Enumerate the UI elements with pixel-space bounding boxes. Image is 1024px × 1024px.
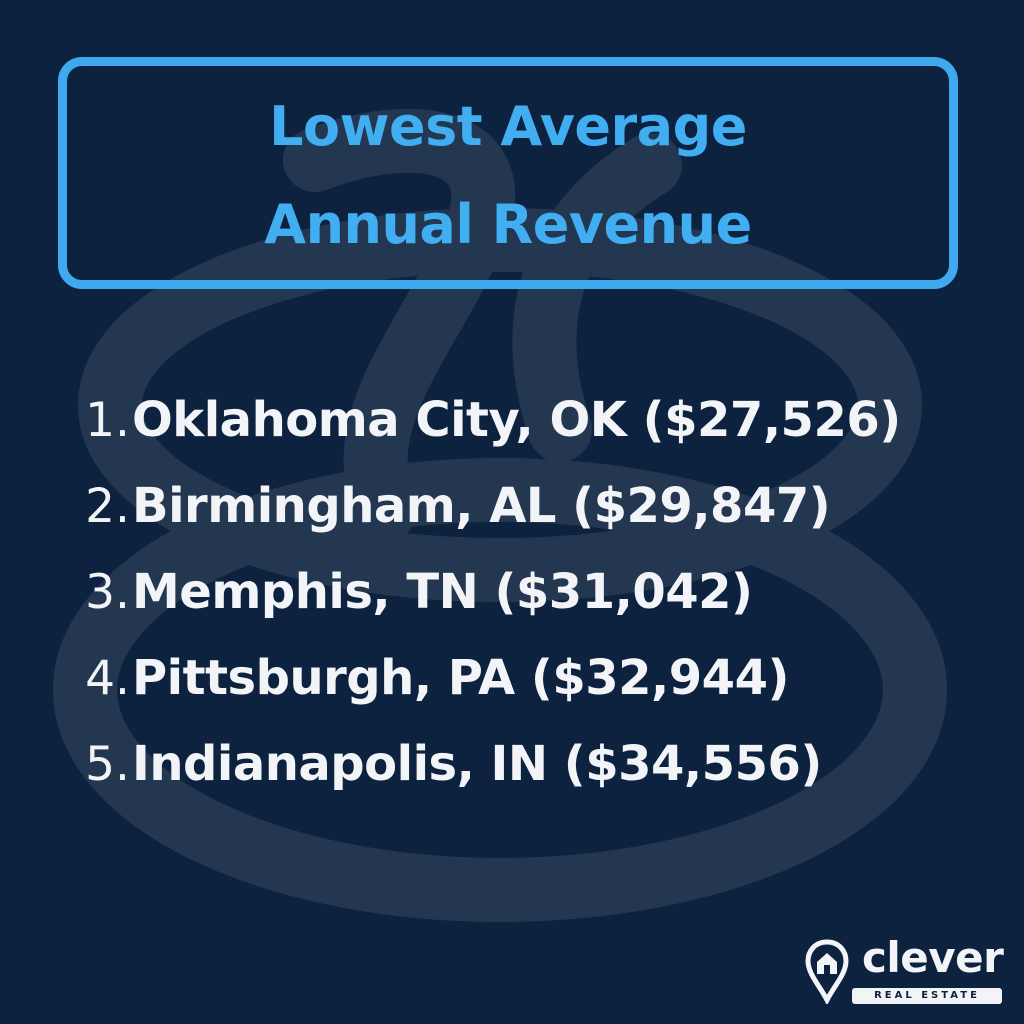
list-item: 2. Birmingham, AL ($29,847)	[70, 478, 1010, 564]
rank-number: 2.	[85, 479, 130, 534]
title-box: Lowest Average Annual Revenue	[58, 57, 958, 289]
logo-subtitle: REAL ESTATE	[852, 988, 1002, 1004]
rank-number: 3.	[85, 565, 130, 620]
city-revenue-text: Oklahoma City, OK ($27,526)	[132, 392, 901, 448]
ranked-city-list: 1. Oklahoma City, OK ($27,526) 2. Birmin…	[70, 392, 1010, 822]
title-line-2: Annual Revenue	[264, 193, 752, 256]
rank-number: 1.	[85, 393, 130, 448]
list-item: 3. Memphis, TN ($31,042)	[70, 564, 1010, 650]
city-revenue-text: Birmingham, AL ($29,847)	[132, 478, 831, 534]
list-item: 4. Pittsburgh, PA ($32,944)	[70, 650, 1010, 736]
city-revenue-text: Pittsburgh, PA ($32,944)	[132, 650, 789, 706]
clever-logo: clever REAL ESTATE	[804, 930, 1008, 1010]
city-revenue-text: Memphis, TN ($31,042)	[132, 564, 753, 620]
rank-number: 5.	[85, 737, 130, 792]
title-line-1: Lowest Average	[269, 95, 747, 158]
logo-wordmark: clever	[862, 933, 1004, 982]
location-pin-house-icon	[805, 939, 849, 1004]
city-revenue-text: Indianapolis, IN ($34,556)	[132, 736, 822, 792]
page-title: Lowest Average Annual Revenue	[264, 78, 752, 274]
list-item: 1. Oklahoma City, OK ($27,526)	[70, 392, 1010, 478]
list-item: 5. Indianapolis, IN ($34,556)	[70, 736, 1010, 822]
rank-number: 4.	[85, 651, 130, 706]
